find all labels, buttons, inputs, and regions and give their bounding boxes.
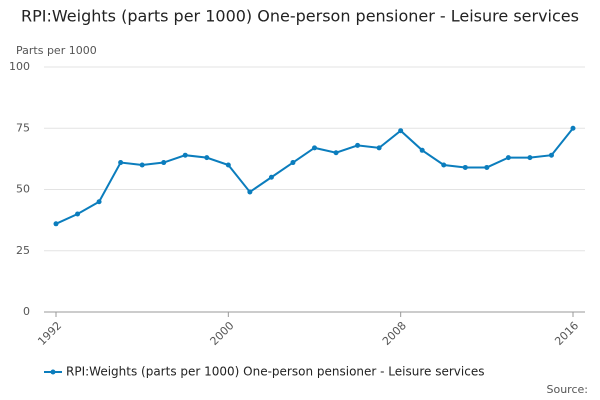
legend-marker	[50, 369, 56, 375]
y-tick-label: 75	[16, 121, 30, 134]
y-tick-label: 100	[9, 60, 30, 73]
point	[204, 155, 210, 161]
y-axis-label: Parts per 1000	[16, 44, 97, 57]
point	[53, 221, 59, 227]
point	[548, 152, 554, 158]
point	[505, 155, 511, 161]
point	[333, 150, 339, 156]
point	[247, 189, 253, 195]
point	[355, 142, 361, 148]
source: Source:	[547, 383, 589, 396]
x-tick-label: 2016	[552, 319, 581, 348]
point	[419, 147, 425, 153]
point	[484, 164, 490, 170]
point	[290, 160, 296, 166]
chart-title: RPI:Weights (parts per 1000) One-person …	[21, 7, 579, 26]
point	[268, 174, 274, 180]
line	[55, 127, 574, 225]
point	[398, 128, 404, 134]
point	[139, 162, 145, 168]
point	[182, 152, 188, 158]
point	[312, 145, 317, 151]
legend-label: RPI:Weights (parts per 1000) One-person …	[66, 365, 484, 379]
point	[527, 155, 533, 161]
y-tick-label: 50	[16, 183, 30, 196]
point	[225, 162, 231, 168]
point	[75, 211, 81, 217]
point	[118, 160, 124, 166]
point	[441, 162, 447, 168]
point	[96, 199, 102, 205]
x-tick-label: 2008	[380, 319, 409, 348]
y-tick-label: 0	[23, 305, 30, 318]
x-tick-label: 2000	[208, 319, 237, 348]
y-tick-label: 25	[16, 244, 30, 257]
point	[376, 145, 382, 151]
point	[570, 125, 576, 131]
point	[462, 164, 468, 170]
x-tick-label: 1992	[35, 319, 64, 348]
point	[161, 160, 167, 166]
